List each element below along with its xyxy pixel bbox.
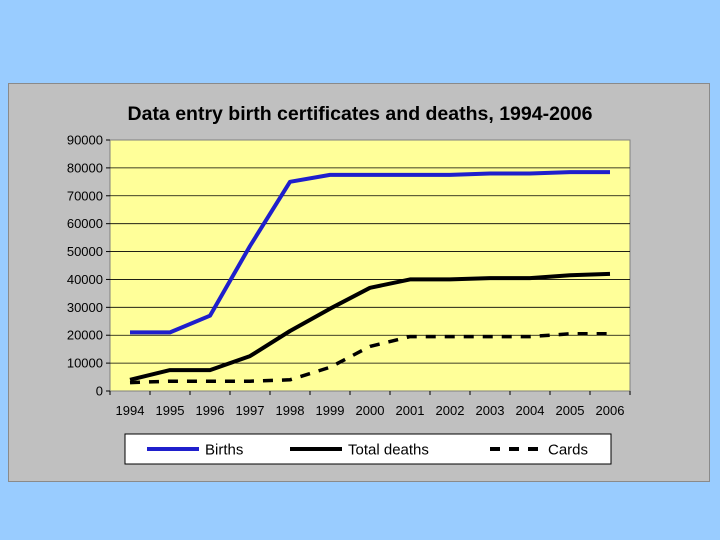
data-point bbox=[289, 330, 292, 333]
data-point bbox=[369, 286, 372, 289]
x-tick-label: 1996 bbox=[196, 403, 225, 418]
legend: Births Total deaths Cards bbox=[124, 433, 612, 465]
y-tick-label: 90000 bbox=[67, 133, 103, 148]
legend-label: Total deaths bbox=[348, 442, 429, 459]
series-line-births bbox=[130, 170, 610, 335]
data-point bbox=[529, 277, 532, 280]
data-point bbox=[129, 381, 132, 384]
data-point bbox=[569, 274, 572, 277]
plot-area bbox=[109, 139, 631, 392]
data-point bbox=[449, 335, 452, 338]
data-point bbox=[209, 314, 212, 317]
y-tick-label: 50000 bbox=[67, 244, 103, 259]
data-point bbox=[409, 335, 412, 338]
data-point bbox=[209, 369, 212, 372]
x-tick-label: 2004 bbox=[516, 403, 545, 418]
data-point bbox=[369, 173, 372, 176]
data-point bbox=[249, 244, 252, 247]
data-point bbox=[529, 172, 532, 175]
x-tick-label: 2002 bbox=[436, 403, 465, 418]
data-point bbox=[329, 173, 332, 176]
y-tick-label: 70000 bbox=[67, 188, 103, 203]
data-point bbox=[329, 307, 332, 310]
data-point bbox=[329, 366, 332, 369]
data-point bbox=[249, 355, 252, 358]
legend-label: Births bbox=[205, 442, 243, 459]
data-point bbox=[609, 272, 612, 275]
data-point bbox=[409, 278, 412, 281]
y-tick-label: 10000 bbox=[67, 356, 103, 371]
chart-title: Data entry birth certificates and deaths… bbox=[128, 103, 593, 125]
data-point bbox=[609, 332, 612, 335]
chart-frame: Data entry birth certificates and deaths… bbox=[8, 83, 710, 482]
y-tick-label: 60000 bbox=[67, 216, 103, 231]
data-point bbox=[489, 335, 492, 338]
data-point bbox=[569, 171, 572, 174]
legend-label: Cards bbox=[548, 442, 588, 459]
y-tick-label: 30000 bbox=[67, 300, 103, 315]
x-tick-label: 1994 bbox=[116, 403, 145, 418]
data-point bbox=[169, 380, 172, 383]
x-tick-label: 1997 bbox=[236, 403, 265, 418]
x-tick-label: 2006 bbox=[596, 403, 625, 418]
data-point bbox=[169, 331, 172, 334]
data-point bbox=[409, 173, 412, 176]
y-tick-label: 40000 bbox=[67, 272, 103, 287]
data-point bbox=[289, 180, 292, 183]
x-tick-label: 2001 bbox=[396, 403, 425, 418]
y-tick-label: 0 bbox=[96, 384, 103, 399]
data-point bbox=[129, 331, 132, 334]
data-point bbox=[369, 345, 372, 348]
x-tick-label: 1998 bbox=[276, 403, 305, 418]
plot-area-group: 0 10000 20000 30000 40000 50000 60000 70000 8000… bbox=[67, 133, 631, 418]
x-tick-label: 2000 bbox=[356, 403, 385, 418]
line-chart: Data entry birth certificates and deaths… bbox=[67, 103, 631, 465]
y-tick-label: 20000 bbox=[67, 328, 103, 343]
data-point bbox=[529, 335, 532, 338]
data-point bbox=[489, 277, 492, 280]
data-point bbox=[449, 278, 452, 281]
series-line-total-deaths bbox=[129, 271, 611, 382]
data-point bbox=[289, 378, 292, 381]
data-point bbox=[569, 332, 572, 335]
y-tick-label: 80000 bbox=[67, 160, 103, 175]
data-point bbox=[209, 380, 212, 383]
data-point bbox=[169, 369, 172, 372]
x-tick-label: 2005 bbox=[556, 403, 585, 418]
x-tick-label: 1995 bbox=[156, 403, 185, 418]
data-point bbox=[609, 171, 612, 174]
x-tick-label: 1999 bbox=[316, 403, 345, 418]
data-point bbox=[249, 380, 252, 383]
series-line-cards bbox=[129, 332, 610, 385]
data-point bbox=[489, 172, 492, 175]
data-point bbox=[449, 173, 452, 176]
x-tick-label: 2003 bbox=[476, 403, 505, 418]
